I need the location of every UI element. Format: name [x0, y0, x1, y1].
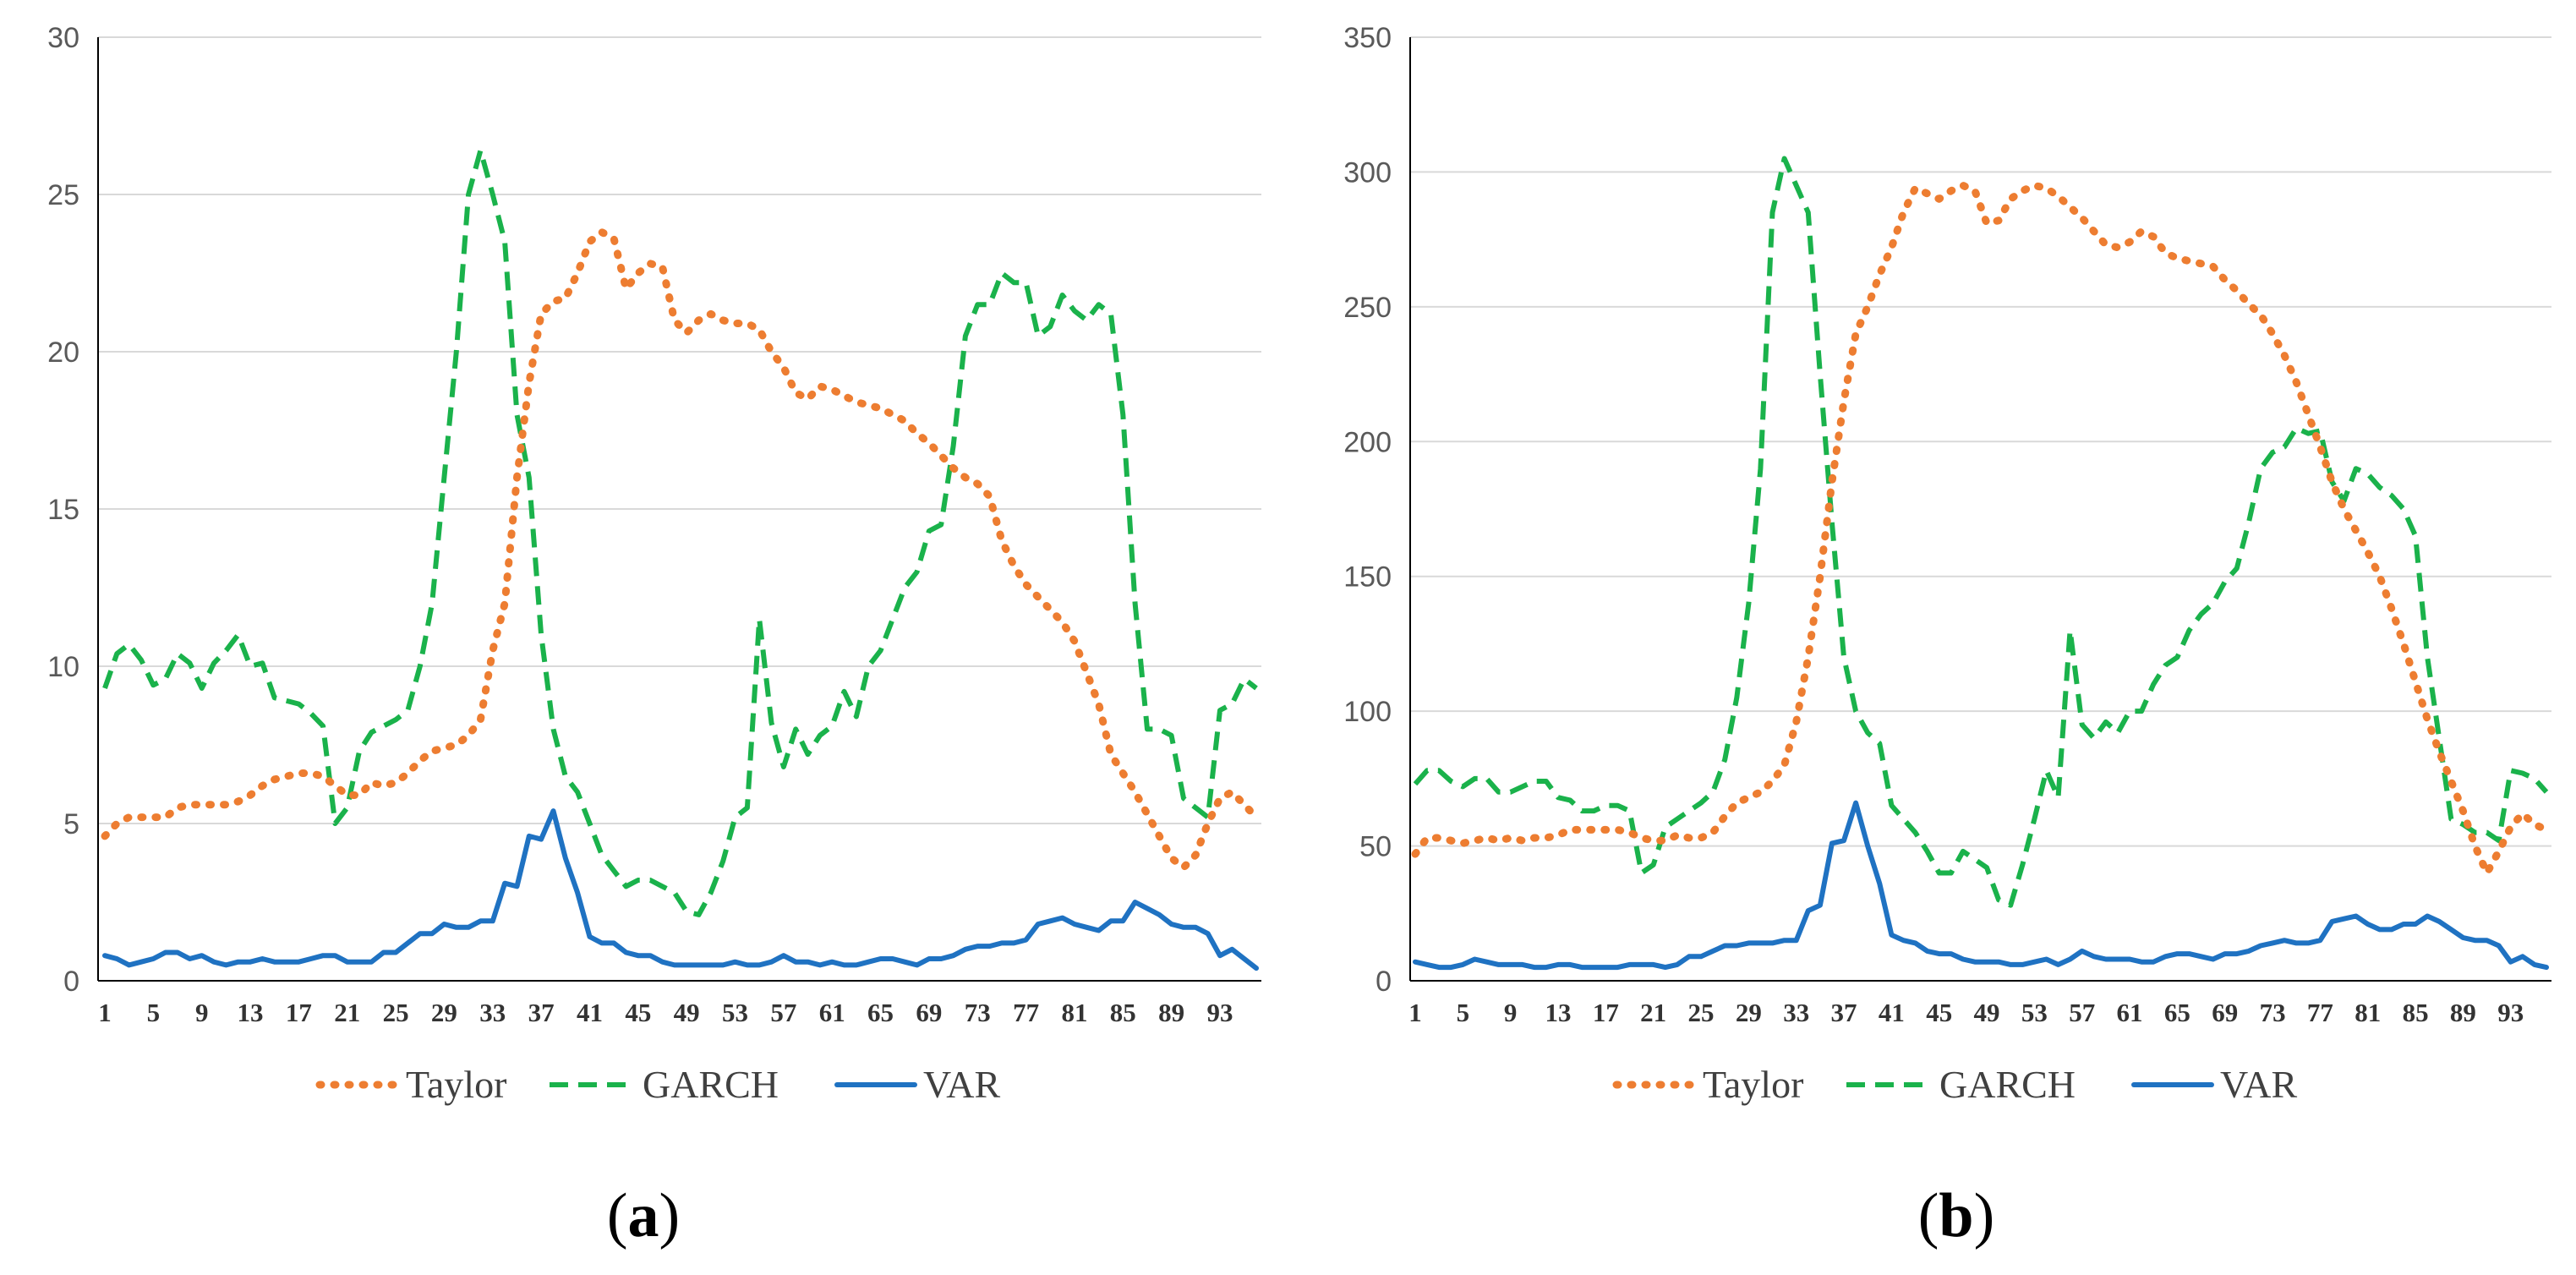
y-tick-label: 50: [1359, 831, 1392, 863]
x-tick-label: 65: [2164, 998, 2190, 1027]
x-tick-label: 9: [1504, 998, 1518, 1027]
x-tick-label: 33: [479, 998, 506, 1027]
x-tick-label: 41: [577, 998, 603, 1027]
y-tick-label: 15: [47, 494, 79, 526]
panel-label-a: (a): [607, 1181, 680, 1250]
x-tick-label: 53: [722, 998, 748, 1027]
x-tick-labels: 1 5 9 13 17 21 25 29 33 37 41 45 49 53 57 61 65 69 73 77 81 8…: [1408, 998, 2524, 1027]
x-tick-label: 57: [770, 998, 796, 1027]
x-tick-label: 25: [383, 998, 409, 1027]
x-tick-label: 25: [1688, 998, 1715, 1027]
y-tick-label: 10: [47, 651, 79, 683]
x-tick-label: 53: [2021, 998, 2048, 1027]
grid-lines: [1410, 36, 2551, 847]
x-tick-label: 37: [1831, 998, 1857, 1027]
x-tick-label: 85: [1110, 998, 1136, 1027]
x-tick-label: 81: [2354, 998, 2381, 1027]
y-tick-labels: 0 5 10 15 20 25 30: [47, 22, 79, 998]
x-tick-label: 93: [1206, 998, 1233, 1027]
x-tick-label: 81: [1061, 998, 1087, 1027]
series-line-var: [102, 808, 1259, 971]
legend-label-taylor: Taylor: [1703, 1063, 1803, 1106]
x-tick-label: 17: [286, 998, 312, 1027]
x-tick-label: 89: [1158, 998, 1184, 1027]
x-tick-label: 29: [1736, 998, 1762, 1027]
legend: Taylor GARCH VAR: [1612, 1063, 2298, 1106]
series-line-var: [1413, 800, 2549, 971]
x-tick-label: 9: [195, 998, 209, 1027]
x-tick-label: 45: [625, 998, 651, 1027]
x-tick-label: 5: [147, 998, 161, 1027]
y-tick-label: 250: [1343, 292, 1392, 324]
x-tick-label: 49: [1974, 998, 2000, 1027]
x-tick-label: 77: [2307, 998, 2333, 1027]
x-tick-label: 13: [238, 998, 264, 1027]
axes: [97, 37, 1261, 982]
x-tick-label: 89: [2450, 998, 2476, 1027]
x-tick-label: 85: [2403, 998, 2429, 1027]
x-tick-label: 73: [2260, 998, 2286, 1027]
panel-letter-b: b: [1939, 1181, 1973, 1250]
x-tick-label: 1: [98, 998, 112, 1027]
series-line-garch: [102, 147, 1258, 917]
x-tick-label: 49: [674, 998, 700, 1027]
x-tick-label: 57: [2069, 998, 2095, 1027]
x-tick-label: 61: [2117, 998, 2143, 1027]
legend-label-taylor: Taylor: [406, 1063, 506, 1106]
y-tick-label: 20: [47, 337, 79, 369]
x-tick-label: 73: [965, 998, 991, 1027]
x-tick-label: 93: [2497, 998, 2524, 1027]
x-tick-label: 5: [1457, 998, 1470, 1027]
x-tick-label: 61: [819, 998, 845, 1027]
legend-label-garch: GARCH: [1939, 1063, 2076, 1106]
legend: Taylor GARCH VAR: [315, 1063, 1001, 1106]
x-tick-label: 77: [1013, 998, 1039, 1027]
x-tick-label: 21: [334, 998, 360, 1027]
panel-label-b: (b): [1918, 1181, 1994, 1250]
series-line-taylor: [101, 228, 1261, 872]
legend-label-var: VAR: [923, 1063, 1001, 1106]
y-tick-label: 100: [1343, 696, 1392, 728]
x-tick-label: 37: [528, 998, 555, 1027]
series-line-garch: [1413, 156, 2549, 908]
series-lines: [101, 147, 1261, 971]
x-tick-labels: 1 5 9 13 17 21 25 29 33 37 41 45 49 53 57 61 65 69 73 77 81 8…: [98, 998, 1233, 1027]
y-tick-label: 25: [47, 179, 79, 211]
axes: [1409, 37, 2551, 982]
x-tick-label: 33: [1783, 998, 1809, 1027]
y-tick-label: 0: [63, 966, 79, 998]
legend-label-var: VAR: [2220, 1063, 2298, 1106]
y-tick-labels: 0 50 100 150 200 250 300 350: [1343, 22, 1392, 998]
x-tick-label: 45: [1926, 998, 1952, 1027]
x-tick-label: 1: [1408, 998, 1422, 1027]
chart-panel-b: 0 50 100 150 200 250 300 350 1 5 9 13 17 21 25 29 33 37 4…: [1343, 22, 2551, 1250]
x-tick-label: 41: [1879, 998, 1905, 1027]
y-tick-label: 200: [1343, 426, 1392, 458]
panel-letter-a: a: [628, 1181, 659, 1250]
y-tick-label: 350: [1343, 22, 1392, 54]
x-tick-label: 21: [1640, 998, 1666, 1027]
x-tick-label: 17: [1593, 998, 1619, 1027]
grid-lines: [98, 36, 1261, 824]
y-tick-label: 0: [1376, 966, 1392, 998]
series-line-taylor: [1411, 181, 2551, 877]
x-tick-label: 69: [916, 998, 942, 1027]
y-tick-label: 5: [63, 808, 79, 840]
x-tick-label: 69: [2212, 998, 2238, 1027]
y-tick-label: 300: [1343, 156, 1392, 189]
legend-label-garch: GARCH: [643, 1063, 779, 1106]
x-tick-label: 13: [1545, 998, 1572, 1027]
x-tick-label: 65: [867, 998, 894, 1027]
y-tick-label: 150: [1343, 561, 1392, 594]
series-lines: [1411, 156, 2551, 971]
x-tick-label: 29: [431, 998, 457, 1027]
y-tick-label: 30: [47, 22, 79, 54]
